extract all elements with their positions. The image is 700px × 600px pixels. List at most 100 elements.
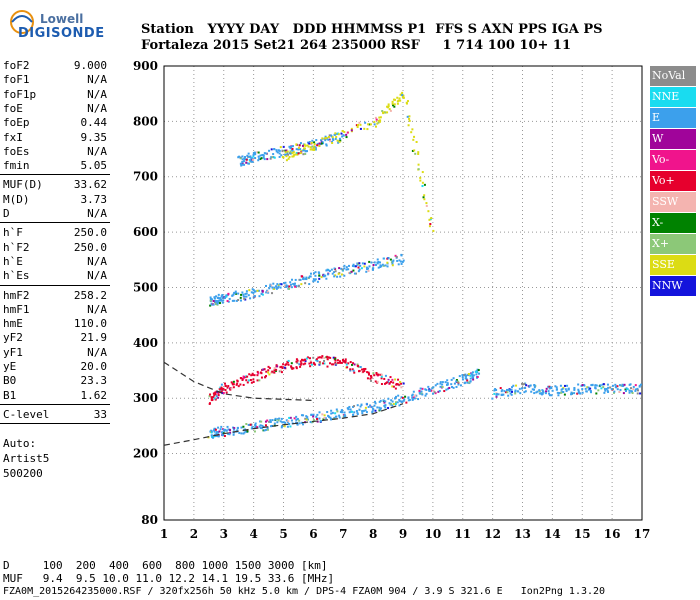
echo-dot	[317, 271, 320, 274]
echo-dot	[375, 118, 378, 121]
echo-dot	[414, 394, 417, 397]
echo-dot	[251, 288, 254, 291]
echo-dot	[512, 384, 515, 387]
echo-dot	[599, 384, 602, 387]
echo-dot	[217, 392, 220, 395]
echo-dot	[332, 363, 335, 366]
echo-dot	[394, 397, 397, 400]
echo-dot	[585, 390, 588, 393]
echo-dot	[236, 382, 239, 385]
echo-dot	[221, 294, 224, 297]
param-name: D	[3, 207, 10, 220]
echo-dot	[418, 389, 421, 392]
echo-dot	[368, 260, 371, 263]
echo-dot	[478, 372, 481, 375]
echo-dot	[222, 387, 225, 390]
echo-dot	[228, 297, 231, 300]
echo-dot	[234, 291, 237, 294]
echo-dot	[351, 363, 354, 366]
echo-dot	[304, 360, 307, 363]
echo-dot	[455, 380, 458, 383]
echo-dot	[256, 289, 259, 292]
echo-dot	[325, 144, 328, 147]
echo-dot	[602, 386, 605, 389]
echo-dot	[421, 185, 424, 188]
echo-dot	[337, 133, 340, 136]
echo-dot	[508, 390, 511, 393]
echo-dot	[523, 386, 526, 389]
echo-dot	[400, 262, 403, 265]
echo-dot	[254, 422, 257, 425]
echo-dot	[210, 434, 213, 437]
y-tick-label: 900	[133, 59, 158, 73]
echo-dot	[383, 401, 386, 404]
echo-dot	[290, 419, 293, 422]
echo-dot	[269, 157, 272, 160]
echo-dot	[348, 411, 351, 414]
echo-dot	[425, 388, 428, 391]
param-name: h`E	[3, 254, 23, 268]
echo-dot	[280, 425, 283, 428]
echo-dot	[353, 405, 356, 408]
echo-dot	[587, 386, 590, 389]
echo-dot	[314, 278, 317, 281]
echo-dot	[535, 391, 538, 394]
echo-dot	[214, 428, 217, 431]
echo-dot	[356, 126, 359, 129]
echo-dot	[241, 160, 244, 163]
param-row: C-level 33	[3, 408, 107, 422]
echo-dot	[232, 433, 235, 436]
echo-dot	[312, 145, 315, 148]
echo-dot	[499, 387, 502, 390]
echo-dot	[252, 291, 255, 294]
echo-dot	[411, 149, 414, 152]
echo-dot	[218, 299, 221, 302]
echo-dot	[352, 413, 355, 416]
echo-dot	[319, 362, 322, 365]
echo-dot	[391, 102, 394, 105]
echo-dot	[244, 430, 247, 433]
echo-dot	[333, 267, 336, 270]
echo-dot	[639, 383, 642, 386]
echo-dot	[595, 392, 598, 395]
echo-dot	[230, 387, 233, 390]
echo-dot	[269, 285, 272, 288]
echo-dot	[253, 374, 256, 377]
echo-dot	[300, 362, 303, 365]
echo-dot	[327, 269, 330, 272]
echo-dot	[303, 147, 306, 150]
echo-dot	[634, 389, 637, 392]
echo-dot	[374, 409, 377, 412]
echo-dot	[329, 356, 332, 359]
echo-dot	[554, 385, 557, 388]
echo-dot	[334, 133, 337, 136]
echo-dot	[302, 278, 305, 281]
param-name: h`Es	[3, 269, 30, 283]
echo-dot	[356, 404, 359, 407]
echo-dot	[395, 383, 398, 386]
echo-dot	[303, 143, 306, 146]
param-row: foEp 0.44	[3, 116, 107, 130]
param-name: h`F2	[3, 240, 30, 254]
echo-dot	[287, 423, 290, 426]
echo-dot	[399, 400, 402, 403]
echo-dot	[235, 292, 238, 295]
echo-dot	[307, 276, 310, 279]
echo-dot	[246, 155, 249, 158]
echo-dot	[464, 377, 467, 380]
echo-dot	[233, 427, 236, 430]
echo-dot	[277, 284, 280, 287]
echo-dot	[393, 103, 396, 106]
echo-dot	[329, 140, 332, 143]
echo-dot	[251, 160, 254, 163]
echo-dot	[214, 393, 217, 396]
echo-dot	[212, 300, 215, 303]
param-name: foF1	[3, 73, 30, 87]
param-name: yF2	[3, 331, 23, 345]
echo-dot	[417, 168, 420, 171]
echo-dot	[425, 204, 428, 207]
echo-dot	[306, 356, 309, 359]
param-separator	[0, 403, 110, 405]
echo-dot	[314, 274, 317, 277]
echo-dot	[259, 420, 262, 423]
